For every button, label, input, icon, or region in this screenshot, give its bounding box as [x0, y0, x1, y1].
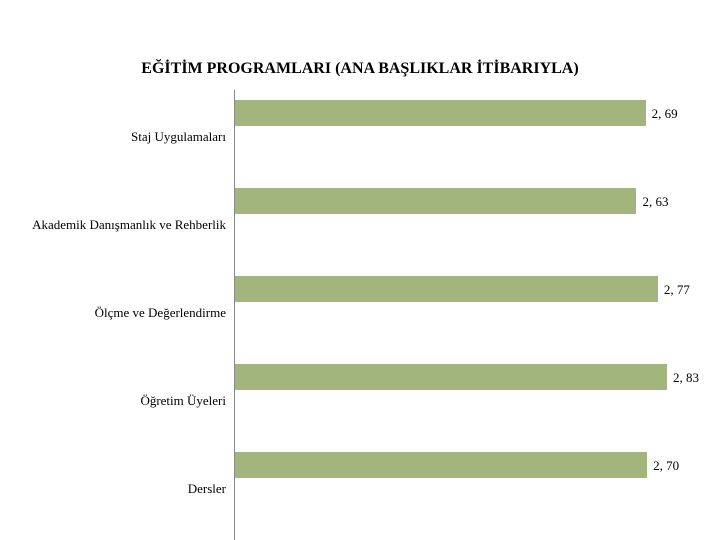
bar-row: Dersler 2, 70 [0, 442, 720, 530]
value-label: 2, 70 [653, 458, 679, 474]
category-label: Ölçme ve Değerlendirme [95, 306, 226, 321]
value-label: 2, 69 [652, 106, 678, 122]
bar [235, 276, 658, 302]
value-label: 2, 63 [642, 194, 668, 210]
bar [235, 188, 636, 214]
bar-row: Akademik Danışmanlık ve Rehberlik 2, 63 [0, 178, 720, 266]
category-label: Dersler [188, 482, 226, 497]
chart-title: EĞİTİM PROGRAMLARI (ANA BAŞLIKLAR İTİBAR… [0, 60, 720, 78]
category-label: Staj Uygulamaları [131, 130, 226, 145]
category-label: Akademik Danışmanlık ve Rehberlik [32, 218, 226, 233]
category-label: Öğretim Üyeleri [140, 394, 226, 409]
value-label: 2, 83 [673, 370, 699, 386]
bar-row: Staj Uygulamaları 2, 69 [0, 90, 720, 178]
bar [235, 100, 646, 126]
chart-container: EĞİTİM PROGRAMLARI (ANA BAŞLIKLAR İTİBAR… [0, 0, 720, 540]
bar [235, 452, 647, 478]
value-label: 2, 77 [664, 282, 690, 298]
bar-row: Öğretim Üyeleri 2, 83 [0, 354, 720, 442]
bar-row: Ölçme ve Değerlendirme 2, 77 [0, 266, 720, 354]
bar [235, 364, 667, 390]
plot-area: Staj Uygulamaları 2, 69 Akademik Danışmanl… [0, 90, 720, 540]
